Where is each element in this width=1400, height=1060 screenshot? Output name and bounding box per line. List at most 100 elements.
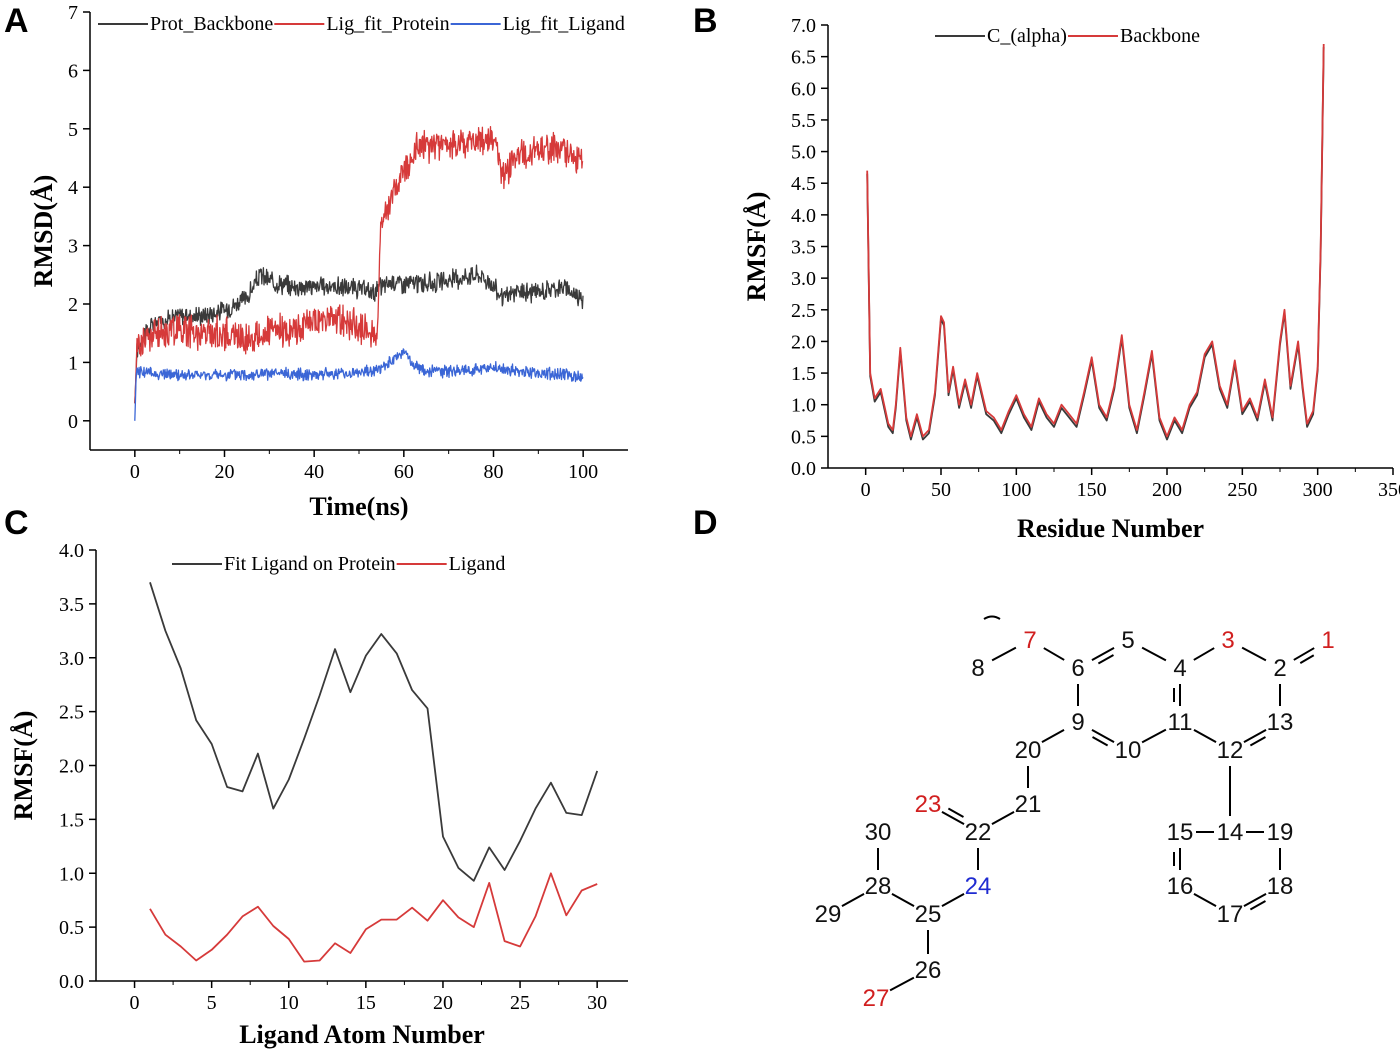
atom-label-20: 20 <box>1015 737 1042 764</box>
legend-label: C_(alpha) <box>987 25 1067 47</box>
atom-label-1: 1 <box>1321 627 1334 654</box>
atom-label-19: 19 <box>1267 819 1294 846</box>
y-tick-label: 3.5 <box>791 237 816 259</box>
atom-label-10: 10 <box>1115 737 1142 764</box>
atom-label-30: 30 <box>865 819 892 846</box>
bond-22-23 <box>941 810 965 826</box>
atom-label-23: 23 <box>915 791 942 818</box>
y-tick-label: 1.5 <box>791 363 816 385</box>
y-tick-label: 0.0 <box>791 458 816 480</box>
bond-7-8 <box>991 646 1017 662</box>
x-tick-label: 40 <box>304 461 324 483</box>
atom-label-27: 27 <box>863 985 890 1012</box>
atom-label-14: 14 <box>1217 819 1244 846</box>
panel-label-c: C <box>4 504 29 542</box>
series-line-lig-fit-ligand <box>134 348 584 421</box>
atom-label-3: 3 <box>1221 627 1234 654</box>
bond-25-28 <box>891 892 915 908</box>
partial-bond-stub <box>983 615 1001 620</box>
legend-label: Backbone <box>1120 25 1200 47</box>
y-tick-label: 0.5 <box>791 426 816 448</box>
atom-label-4: 4 <box>1173 655 1186 682</box>
x-tick-label: 10 <box>279 992 299 1014</box>
y-tick-label: 6.5 <box>791 47 816 69</box>
atom-label-9: 9 <box>1071 709 1084 736</box>
bond-6-5 <box>1091 646 1115 662</box>
atom-label-5: 5 <box>1121 627 1134 654</box>
series-line-backbone <box>866 43 1325 438</box>
atom-label-18: 18 <box>1267 873 1294 900</box>
y-tick-label: 4 <box>68 177 78 199</box>
x-tick-label: 60 <box>394 461 414 483</box>
bond-9-20 <box>1041 728 1065 744</box>
bond-10-11 <box>1141 728 1167 744</box>
rmsf-residue-chart: 0 50 100 150 200 250 300 350 0.0 0.5 1.0 1.5 2.0 2.5 3… <box>742 15 1400 543</box>
x-tick-label: 150 <box>1077 479 1107 501</box>
y-tick-label: 5.5 <box>791 110 816 132</box>
y-tick-label: 0.5 <box>59 917 84 939</box>
y-tick-label: 3.0 <box>59 648 84 670</box>
y-tick-label: 1.5 <box>59 809 84 831</box>
bond-2-1-second <box>1299 654 1315 664</box>
legend-label: Fit Ligand on Protein <box>224 553 396 575</box>
bond-3-2 <box>1241 646 1267 662</box>
x-tick-label: 15 <box>356 992 376 1014</box>
bond-28-29 <box>841 892 865 908</box>
y-tick-label: 2 <box>68 294 78 316</box>
bond-22-23-second <box>947 807 964 818</box>
x-tick-label: 100 <box>568 461 598 483</box>
legend-label: Prot_Backbone <box>150 13 273 35</box>
series-line-fit-ligand-on-protein <box>149 582 599 882</box>
x-axis-title: Time(ns) <box>309 492 408 521</box>
atom-label-13: 13 <box>1267 709 1294 736</box>
bond-11-12 <box>1193 728 1217 744</box>
x-tick-label: 50 <box>931 479 951 501</box>
atom-label-8: 8 <box>971 655 984 682</box>
y-tick-label: 7.0 <box>791 15 816 37</box>
atom-label-21: 21 <box>1015 791 1042 818</box>
y-tick-label: 2.0 <box>791 331 816 353</box>
y-tick-label: 3 <box>68 236 78 258</box>
legend: C_(alpha) Backbone <box>935 25 1200 47</box>
y-tick-label: 4.5 <box>791 173 816 195</box>
y-tick-label: 1.0 <box>791 395 816 417</box>
x-tick-label: 20 <box>215 461 235 483</box>
x-tick-label: 350 <box>1378 479 1400 501</box>
series-line-ligand <box>149 872 598 963</box>
x-tick-label: 0 <box>861 479 871 501</box>
y-tick-label: 2.0 <box>59 756 84 778</box>
x-tick-label: 0 <box>130 461 140 483</box>
y-tick-label: 3.0 <box>791 268 816 290</box>
bond-5-4 <box>1141 646 1167 662</box>
atom-label-22: 22 <box>965 819 992 846</box>
x-tick-label: 5 <box>207 992 217 1014</box>
bond-7-6 <box>1043 647 1065 661</box>
bond-17-18 <box>1243 892 1267 908</box>
bond-26-27 <box>889 976 915 992</box>
bond-21-22 <box>991 810 1015 826</box>
y-tick-label: 4.0 <box>791 205 816 227</box>
y-tick-label: 2.5 <box>791 300 816 322</box>
x-tick-label: 200 <box>1152 479 1182 501</box>
bond-9-10-second <box>1092 736 1109 747</box>
x-tick-label: 100 <box>1001 479 1031 501</box>
rmsf-ligand-chart: 0 5 10 15 20 25 30 0.0 0.5 1.0 1.5 2.0 2.5 3.0 3.5 4.0 L… <box>9 540 628 1049</box>
atom-label-29: 29 <box>815 901 842 928</box>
bond-16-17 <box>1193 892 1217 908</box>
legend-label: Ligand <box>449 553 506 575</box>
rmsd-chart: 0 20 40 60 80 100 0 1 2 3 4 5 6 7 Time(ns) RMSD(Å) Prot_… <box>29 2 628 521</box>
legend: Prot_Backbone Lig_fit_Protein Lig_fit_Liga… <box>98 13 625 35</box>
panel-label-d: D <box>693 504 718 542</box>
atom-label-11: 11 <box>1168 709 1193 736</box>
series-line-lig-fit-protein <box>134 126 584 404</box>
atom-label-26: 26 <box>915 957 942 984</box>
x-tick-label: 80 <box>484 461 504 483</box>
y-tick-label: 0 <box>68 411 78 433</box>
y-tick-label: 2.5 <box>59 702 84 724</box>
y-tick-label: 5 <box>68 119 78 141</box>
y-axis-title: RMSF(Å) <box>9 711 38 821</box>
bond-9-10 <box>1091 728 1115 744</box>
y-tick-label: 6.0 <box>791 78 816 100</box>
series-line-prot-backbone <box>134 264 584 404</box>
